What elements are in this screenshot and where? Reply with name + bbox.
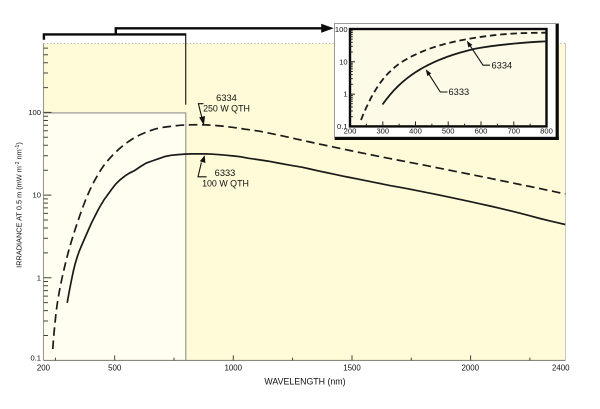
svg-text:10: 10: [33, 191, 41, 200]
svg-text:700: 700: [507, 127, 520, 136]
svg-text:200: 200: [344, 127, 357, 136]
svg-text:800: 800: [540, 127, 553, 136]
svg-text:500: 500: [108, 363, 122, 372]
svg-text:0.1: 0.1: [337, 122, 348, 131]
svg-text:6334: 6334: [492, 60, 513, 70]
svg-text:400: 400: [409, 127, 422, 136]
svg-text:6333: 6333: [449, 87, 470, 97]
svg-text:1000: 1000: [225, 363, 243, 372]
svg-text:200: 200: [37, 363, 51, 372]
svg-text:1: 1: [37, 273, 41, 282]
svg-text:0.1: 0.1: [30, 354, 41, 363]
svg-text:100: 100: [335, 25, 348, 34]
svg-text:IRRADIANCE AT 0.5 m (mW m-2 nm: IRRADIANCE AT 0.5 m (mW m-2 nm-1): [15, 142, 24, 268]
svg-text:6334: 6334: [216, 93, 237, 103]
svg-text:250 W QTH: 250 W QTH: [203, 104, 250, 114]
svg-text:100 W QTH: 100 W QTH: [202, 178, 249, 188]
svg-text:2400: 2400: [552, 363, 570, 372]
svg-text:6333: 6333: [215, 168, 236, 178]
svg-text:WAVELENGTH (nm): WAVELENGTH (nm): [264, 376, 345, 386]
svg-text:10: 10: [339, 57, 347, 66]
svg-text:300: 300: [376, 127, 389, 136]
svg-text:600: 600: [475, 127, 488, 136]
svg-text:500: 500: [442, 127, 455, 136]
svg-text:1500: 1500: [343, 363, 361, 372]
svg-text:2000: 2000: [462, 363, 480, 372]
svg-text:100: 100: [28, 108, 41, 117]
svg-text:1: 1: [343, 90, 347, 99]
